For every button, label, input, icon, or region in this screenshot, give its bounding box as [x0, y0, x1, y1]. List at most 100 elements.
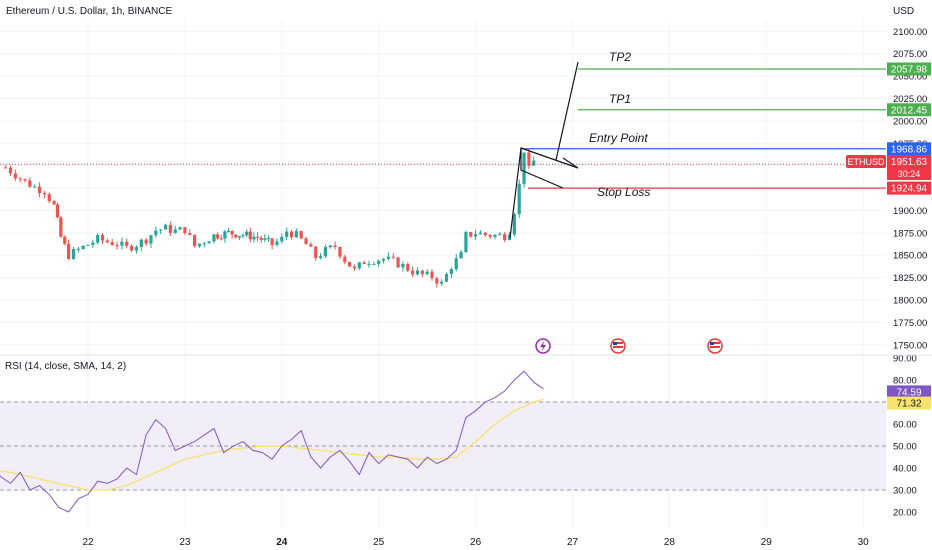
time-tick-label: 27	[567, 537, 579, 548]
candle-body	[285, 231, 289, 237]
candle-body	[386, 256, 390, 259]
candle-body	[406, 263, 410, 271]
entry-badge	[887, 142, 931, 156]
candle-body	[13, 173, 17, 179]
candle-body	[391, 256, 395, 258]
candle-body	[120, 241, 124, 246]
candle-body	[230, 230, 234, 235]
event-markers[interactable]	[535, 338, 723, 354]
candle-body	[86, 244, 90, 246]
price-tick-label: 2075.00	[893, 49, 927, 60]
candle-body	[115, 245, 119, 247]
candle-body	[52, 201, 56, 205]
candle-body	[411, 270, 415, 275]
candle-body	[323, 247, 328, 257]
symbol-label: ETHUSD	[847, 157, 885, 167]
price-tick-label: 2025.00	[893, 94, 927, 105]
price-tick-label: 1800.00	[893, 296, 927, 307]
rsi-sma-value: 71.32	[896, 399, 921, 410]
candle-body	[381, 258, 386, 261]
time-tick-label: 23	[179, 537, 191, 548]
rsi-tick-label: 90.00	[893, 354, 917, 365]
stop-badge	[887, 181, 931, 195]
candle-body	[396, 257, 400, 268]
candle-body	[527, 152, 531, 166]
price-tick-label: 1775.00	[893, 318, 927, 329]
candle-body	[517, 183, 521, 215]
price-tick-label: 2100.00	[893, 27, 927, 38]
rsi-tick-label: 40.00	[893, 464, 917, 475]
lightning-icon[interactable]	[535, 338, 551, 354]
us-flag-icon[interactable]	[707, 338, 723, 354]
time-tick-label: 26	[470, 537, 482, 548]
candle-body	[357, 262, 361, 269]
candle-body	[4, 167, 8, 169]
candle-body	[464, 232, 468, 252]
price-tick-label: 2050.00	[893, 72, 927, 83]
candle-body	[168, 224, 172, 233]
candle-body	[454, 258, 458, 270]
time-tick-label: 22	[82, 537, 94, 548]
rsi-tick-label: 20.00	[893, 508, 917, 519]
candle-body	[173, 229, 177, 233]
price-tick-label: 1875.00	[893, 228, 927, 239]
candle-body	[362, 262, 366, 264]
tp2-price: 2057.98	[891, 64, 928, 75]
candle-body	[435, 278, 439, 284]
candle-body	[318, 256, 323, 259]
projection-line[interactable]	[555, 61, 579, 161]
candle-body	[498, 234, 502, 236]
tp1-label: TP1	[609, 92, 631, 106]
candle-body	[130, 245, 134, 251]
candle-body	[76, 248, 80, 250]
rsi-sma-line	[0, 398, 544, 491]
candle-body	[226, 230, 231, 232]
rsi-sma-badge	[887, 396, 931, 410]
price-tick-label: 1825.00	[893, 273, 927, 284]
candle-body	[522, 152, 526, 184]
last-price: 1951.63	[891, 157, 928, 168]
rsi-tick-label: 50.00	[893, 442, 917, 453]
candle-body	[444, 273, 449, 282]
rsi-tick-label: 60.00	[893, 420, 917, 431]
trade-drawings[interactable]: TP2 TP1 Entry Point Stop Loss	[509, 50, 886, 239]
candle-body	[266, 238, 271, 240]
candle-body	[37, 186, 42, 193]
candle-body	[183, 227, 187, 234]
candle-body	[81, 245, 85, 249]
time-tick-label: 29	[761, 537, 773, 548]
pattern-upper-line[interactable]	[509, 147, 579, 239]
candle-body	[401, 263, 405, 268]
candle-body	[333, 245, 337, 248]
time-axis[interactable]: 22 23 24 25 26 27 28 29 30	[82, 537, 869, 548]
time-tick-label: 30	[858, 537, 870, 548]
rsi-tick-label: 80.00	[893, 376, 917, 387]
candle-body	[343, 256, 347, 262]
candle-body	[219, 238, 223, 240]
candle-body	[154, 230, 158, 236]
candle-body	[207, 241, 211, 244]
candle-body	[309, 244, 313, 247]
candle-body	[512, 214, 516, 235]
price-tick-label: 1850.00	[893, 251, 927, 262]
time-tick-label: 25	[373, 537, 385, 548]
last-price-badge	[887, 155, 931, 180]
us-flag-icon[interactable]	[610, 338, 626, 354]
candle-body	[223, 231, 227, 239]
candle-body	[55, 204, 60, 218]
candle-body	[105, 240, 109, 243]
candle-body	[352, 266, 357, 269]
pattern-lower-line[interactable]	[520, 148, 564, 189]
candle-body	[493, 234, 497, 237]
tp2-label: TP2	[609, 50, 631, 64]
candle-body	[234, 234, 238, 238]
candle-body	[415, 270, 420, 275]
candle-body	[252, 236, 256, 240]
candle-body	[149, 235, 153, 244]
candle-body	[144, 239, 148, 244]
candle-body	[71, 249, 76, 259]
price-tick-label: 2000.00	[893, 116, 927, 127]
candle-body	[299, 231, 303, 239]
